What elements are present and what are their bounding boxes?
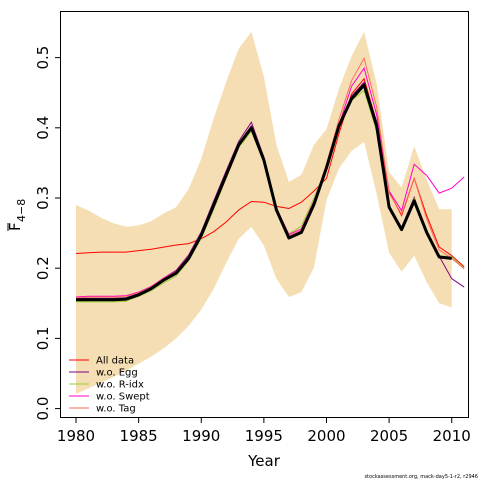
legend-label: All data (96, 356, 134, 367)
x-tick-label: 2005 (370, 427, 408, 445)
y-axis: 0.0 0.1 0.2 0.3 0.4 0.5 (34, 46, 61, 421)
y-axis-title: F 4−8 (6, 199, 28, 231)
confidence-band (76, 31, 452, 394)
x-tick-label: 1995 (245, 427, 283, 445)
base-line-layer (76, 83, 452, 302)
legend-label: w.o. R-idx (96, 380, 144, 391)
x-tick-label: 2000 (307, 427, 345, 445)
series-line-all-data (75, 77, 465, 268)
plot-frame (60, 11, 469, 418)
y-tick-label: 0.0 (34, 397, 52, 421)
x-axis-title: Year (247, 452, 281, 470)
base-run-line (76, 83, 452, 302)
y-tick-label: 0.4 (34, 116, 52, 140)
x-tick-label: 2010 (433, 427, 471, 445)
x-axis: 1980 1985 1990 1995 2000 2005 2010 (57, 417, 471, 445)
y-axis-title-main: F (6, 222, 24, 231)
x-tick-label: 1980 (57, 427, 95, 445)
legend-label: w.o. Egg (96, 368, 138, 379)
y-tick-label: 0.3 (34, 186, 52, 210)
legend-label: w.o. Swept (96, 392, 150, 403)
legend-label: w.o. Tag (96, 404, 136, 415)
y-axis-title-subscript: 4−8 (15, 199, 28, 222)
confidence-band-layer (76, 31, 452, 394)
y-tick-label: 0.5 (34, 46, 52, 70)
y-tick-label: 0.2 (34, 256, 52, 280)
x-tick-label: 1985 (120, 427, 158, 445)
y-tick-label: 0.1 (34, 326, 52, 350)
x-tick-label: 1990 (182, 427, 220, 445)
footnote: stockassessment.org, mack-day5-1-r2, r29… (364, 474, 478, 480)
